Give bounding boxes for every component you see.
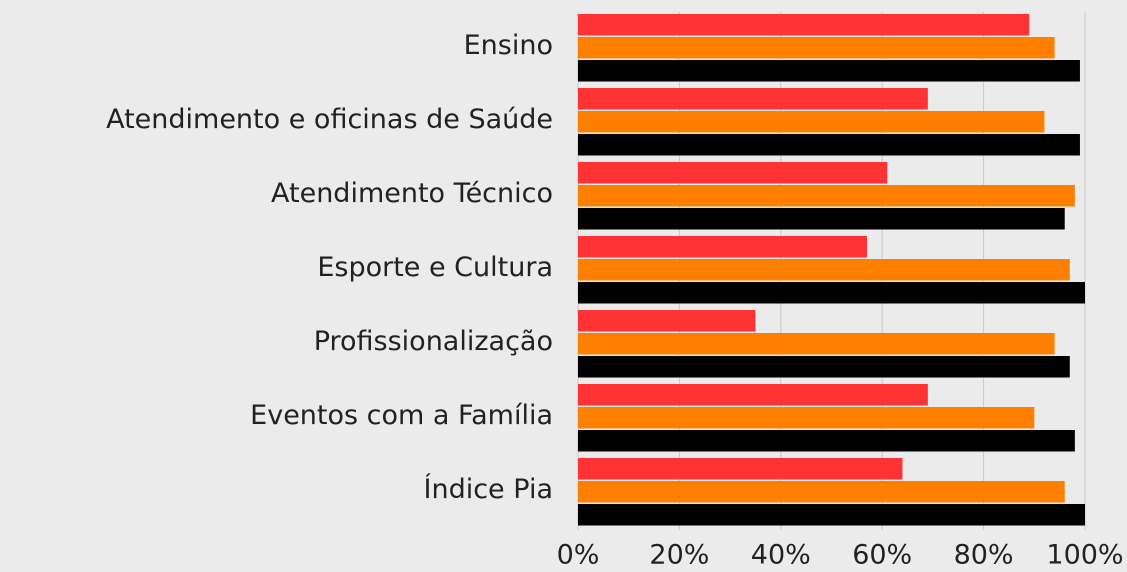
x-tick-label: 60% (852, 540, 912, 571)
y-tick-label: Atendimento e oficinas de Saúde (106, 104, 553, 135)
bar (578, 37, 1055, 59)
bar (578, 458, 903, 480)
bar (578, 356, 1070, 378)
bar (578, 333, 1055, 355)
bar (578, 282, 1085, 304)
bar (578, 384, 928, 406)
bar (578, 481, 1065, 503)
bar (578, 310, 756, 332)
y-tick-label: Índice Pia (424, 473, 554, 505)
bar (578, 60, 1080, 82)
y-tick-label: Atendimento Técnico (271, 178, 553, 209)
bar (578, 208, 1065, 230)
bar (578, 407, 1035, 429)
y-tick-label: Profissionalização (314, 326, 553, 357)
y-tick-label: Ensino (464, 30, 553, 61)
x-tick-label: 40% (751, 540, 811, 571)
x-tick-label: 20% (649, 540, 709, 571)
bar (578, 162, 888, 184)
bar (578, 111, 1045, 133)
bar (578, 430, 1075, 452)
bar (578, 14, 1030, 36)
y-tick-label: Esporte e Cultura (317, 252, 553, 283)
x-tick-label: 80% (954, 540, 1014, 571)
y-tick-label: Eventos com a Família (250, 400, 553, 431)
bar (578, 259, 1070, 281)
bar (578, 504, 1085, 526)
bar (578, 134, 1080, 156)
x-tick-label: 100% (1046, 540, 1123, 571)
bar (578, 185, 1075, 207)
x-tick-label: 0% (557, 540, 600, 571)
bar (578, 88, 928, 110)
bar (578, 236, 867, 258)
